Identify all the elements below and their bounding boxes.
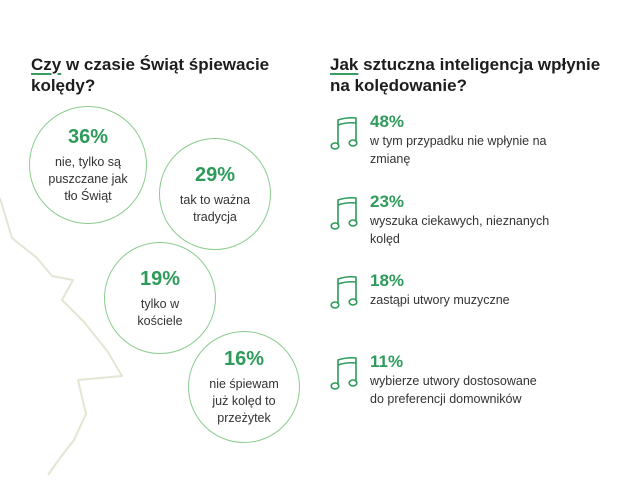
music-note-icon: [330, 356, 358, 390]
bubble-3: 19% tylko w kościele: [104, 242, 216, 354]
bubble-2-label: tak to ważna tradycja: [179, 192, 251, 224]
right-panel-heading: Jak sztuczna inteligencja wpłynie na kol…: [330, 54, 620, 96]
music-note-icon: [330, 116, 358, 150]
ai-row-2-label: wyszuka ciekawych, nieznanych kolęd: [370, 214, 550, 246]
bubble-1-label: nie, tylko są puszczane jak tło Świąt: [48, 155, 128, 203]
ai-row-4-percentage: 11%: [370, 352, 404, 371]
ai-row-1-percentage: 48%: [370, 112, 405, 131]
right-heading-rest: sztuczna inteligencja wpłynie na kolędow…: [330, 55, 601, 95]
ai-row-2-percentage: 23%: [370, 192, 405, 211]
ai-row-2: 23% wyszuka ciekawych, nieznanych kolęd: [330, 192, 620, 252]
bubble-3-label: tylko w kościele: [137, 296, 183, 328]
left-heading-rest: w czasie Świąt śpiewacie kolędy?: [31, 55, 270, 95]
bubble-1-percentage: 36%: [67, 126, 109, 148]
ai-row-3-label: zastąpi utwory muzyczne: [370, 293, 510, 307]
bubble-2: 29% tak to ważna tradycja: [159, 138, 271, 250]
ai-row-3: 18% zastąpi utwory muzyczne: [330, 271, 620, 331]
bubble-2-percentage: 29%: [194, 163, 236, 186]
music-note-icon: [330, 275, 358, 309]
left-panel-heading: Czy w czasie Świąt śpiewacie kolędy?: [31, 54, 301, 96]
music-note-icon: [330, 196, 358, 230]
ai-row-4: 11% wybierze utwory dostosowane do prefe…: [330, 352, 620, 422]
ai-row-3-percentage: 18%: [370, 271, 405, 290]
ai-row-1-label: w tym przypadku nie wpłynie na zmianę: [370, 134, 547, 166]
ai-row-1: 48% w tym przypadku nie wpłynie na zmian…: [330, 112, 620, 172]
bubble-4-label: nie śpiewam już kolęd to przeżytek: [209, 377, 279, 425]
ai-row-4-label: wybierze utwory dostosowane do preferenc…: [370, 374, 537, 406]
bubble-3-percentage: 19%: [139, 267, 181, 290]
bubble-1: 36% nie, tylko są puszczane jak tło Świą…: [29, 106, 147, 224]
bubble-4: 16% nie śpiewam już kolęd to przeżytek: [188, 331, 300, 443]
bubble-4-percentage: 16%: [223, 348, 265, 370]
right-heading-first-word: Jak: [330, 55, 359, 74]
left-heading-first-word: Czy: [31, 55, 62, 74]
